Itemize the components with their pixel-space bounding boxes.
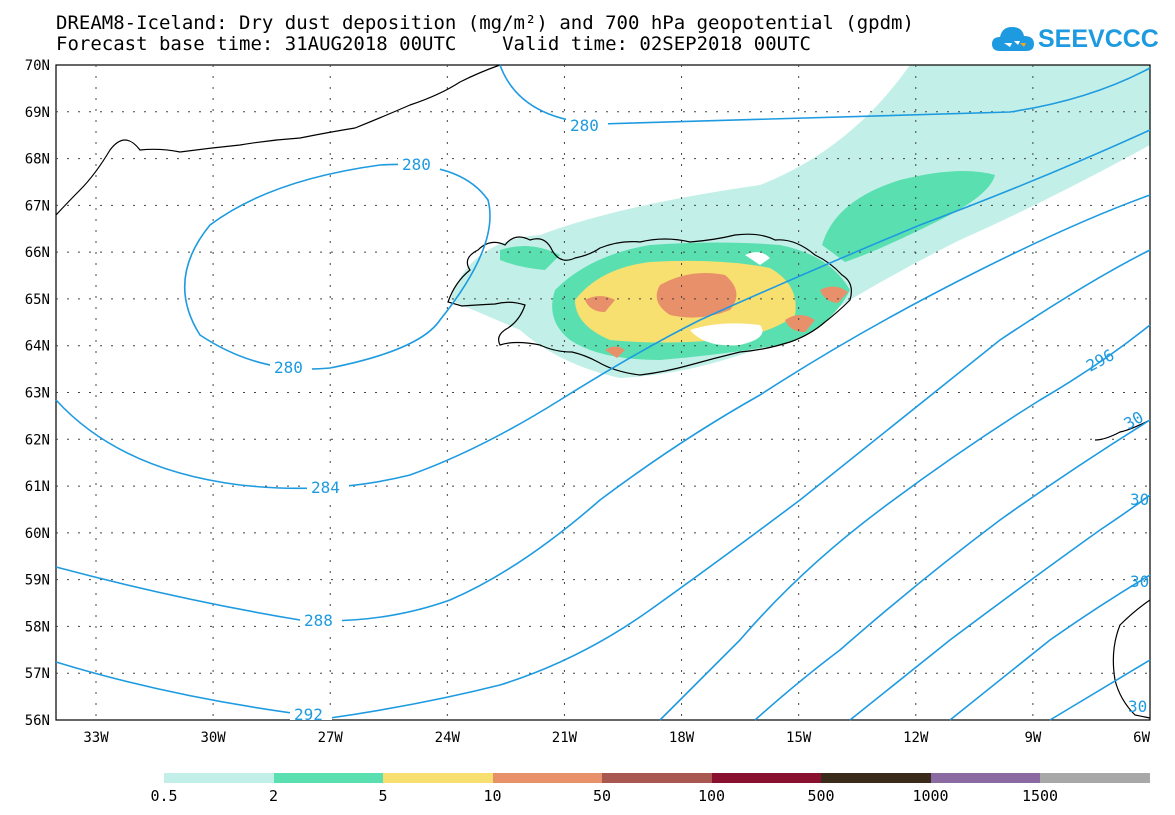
longitude-label: 30W <box>200 730 226 746</box>
colorbar-segment <box>492 773 603 783</box>
colorbar-label: 10 <box>483 787 502 805</box>
logo-text: SEEVCCC <box>1038 25 1159 53</box>
latitude-label: 56N <box>25 713 50 729</box>
latitude-labels: 70N 69N 68N 67N 66N 65N 64N 63N 62N 61N 60N 59N 58N 5… <box>25 58 50 729</box>
contour-label: 288 <box>304 611 333 630</box>
latitude-label: 69N <box>25 105 50 121</box>
contour-label: 280 <box>274 358 303 377</box>
colorbar-segment <box>930 773 1041 783</box>
latitude-label: 70N <box>25 58 50 74</box>
contour-label: 292 <box>294 705 323 724</box>
longitude-label: 12W <box>903 730 929 746</box>
longitude-label: 24W <box>435 730 461 746</box>
colorbar-label: 100 <box>697 787 726 805</box>
longitude-label: 15W <box>786 730 812 746</box>
cloud-icon <box>992 27 1034 51</box>
colorbar-label: 1000 <box>912 787 949 805</box>
latitude-label: 60N <box>25 526 50 542</box>
colorbar-segment <box>821 773 931 783</box>
contour-label: 30 <box>1128 697 1147 716</box>
latitude-label: 65N <box>25 292 50 308</box>
latitude-label: 62N <box>25 432 50 448</box>
colorbar-segment <box>383 773 493 783</box>
colorbar-label: 5 <box>378 787 388 805</box>
longitude-label: 27W <box>318 730 344 746</box>
colorbar-label: 0.5 <box>150 787 178 805</box>
colorbar-label: 500 <box>807 787 835 805</box>
colorbar-segment <box>711 773 822 783</box>
contour-label: 280 <box>570 116 599 135</box>
colorbar-label: 50 <box>592 787 612 805</box>
colorbar-label: 1500 <box>1021 787 1059 805</box>
contour-label: 284 <box>311 478 340 497</box>
longitude-label: 33W <box>83 730 109 746</box>
contour-label: 280 <box>402 155 431 174</box>
longitude-label: 18W <box>669 730 695 746</box>
contour-label: 30 <box>1121 407 1147 433</box>
longitude-label: 9W <box>1024 730 1041 746</box>
colorbar-segment <box>273 773 384 783</box>
longitude-label: 21W <box>552 730 578 746</box>
colorbar-segment <box>164 773 274 783</box>
latitude-label: 68N <box>25 152 50 168</box>
longitude-labels: 33W 30W 27W 24W 21W 18W 15W 12W 9W 6W <box>83 730 1150 746</box>
latitude-label: 64N <box>25 339 50 355</box>
latitude-label: 63N <box>25 386 50 402</box>
latitude-label: 67N <box>25 198 50 214</box>
contour-label: 30 <box>1130 490 1149 509</box>
dust-shading <box>450 65 1150 378</box>
colorbar-label: 2 <box>268 787 279 805</box>
coastline <box>55 64 1151 719</box>
colorbar-segment <box>1040 773 1150 783</box>
contour-label: 30 <box>1130 572 1149 591</box>
colorbar-segment <box>602 773 712 783</box>
latitude-label: 59N <box>25 573 50 589</box>
contour-labels: 280 280 280 284 288 292 296 30 30 30 30 <box>270 116 1149 724</box>
latitude-label: 61N <box>25 479 50 495</box>
iceland-coast <box>447 233 852 376</box>
norway-coast <box>1094 419 1151 719</box>
latitude-label: 66N <box>25 245 50 261</box>
greenland-coast <box>55 64 501 216</box>
seevccc-logo: SEEVCCC <box>988 18 1159 60</box>
longitude-label: 6W <box>1133 730 1150 746</box>
latitude-label: 57N <box>25 666 50 682</box>
map-subtitle: Forecast base time: 31AUG2018 00UTC Vali… <box>56 33 811 55</box>
latitude-label: 58N <box>25 619 50 635</box>
map-title: DREAM8-Iceland: Dry dust deposition (mg/… <box>56 12 914 34</box>
